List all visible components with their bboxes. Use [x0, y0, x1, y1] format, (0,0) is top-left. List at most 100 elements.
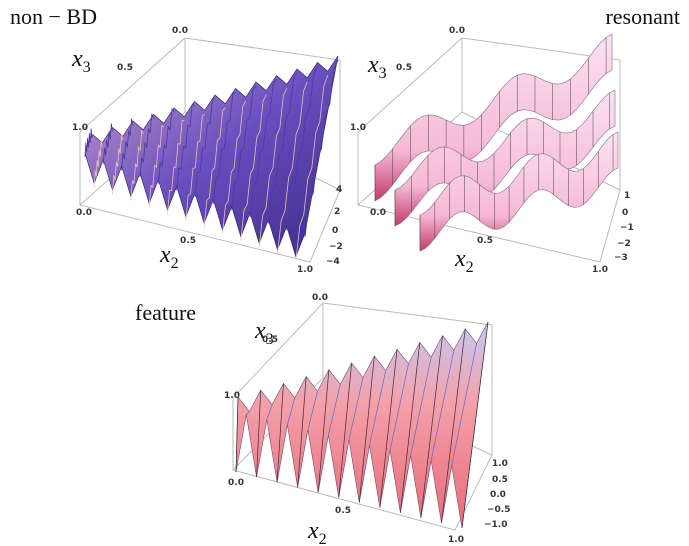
- x3-label-base: x: [367, 52, 379, 78]
- surface-fold: [379, 349, 398, 508]
- x3-label: x3: [367, 52, 387, 82]
- surface-fold: [410, 356, 432, 456]
- surface-ridge: [277, 81, 308, 255]
- surface-ridge: [185, 113, 205, 221]
- surface-fold: [420, 335, 443, 518]
- z-tick-label: 0: [332, 226, 338, 236]
- z-tick-label: 0.5: [492, 475, 508, 485]
- x2-tick-label: 0.0: [370, 208, 386, 218]
- surface-fold: [389, 363, 409, 451]
- x2-label-base: x: [454, 246, 466, 272]
- x3-tick-label: 0.0: [312, 293, 328, 303]
- z-tick-label: −4: [326, 257, 340, 267]
- surface-ridge: [304, 59, 339, 238]
- surface-ridge: [84, 128, 93, 158]
- surface-fold: [400, 342, 421, 513]
- z-tick-label: −3: [614, 253, 628, 263]
- x3-label: x3: [71, 46, 91, 76]
- surface-fold: [441, 328, 466, 523]
- z-tick-label: −1.0: [484, 520, 507, 530]
- z-tick-label: 0: [622, 208, 628, 218]
- x3-tick-label: 1.0: [72, 123, 88, 133]
- surface: [419, 131, 619, 252]
- surface-fold: [338, 362, 352, 498]
- surface: [235, 321, 489, 529]
- surfaces: [84, 33, 619, 529]
- x2-tick-label: 0.5: [180, 236, 196, 246]
- surface-ridge: [93, 139, 103, 188]
- x2-label: x2: [159, 242, 179, 272]
- surface-fold: [256, 390, 262, 478]
- x3-label-sub: 3: [379, 65, 387, 82]
- z-tick-label: 4: [336, 185, 342, 195]
- surface-ridge: [139, 113, 154, 178]
- z-tick-label: −2: [329, 242, 343, 252]
- z-tick-label: −0.5: [487, 505, 510, 515]
- x3-tick-label: 0.5: [262, 335, 278, 345]
- box-frame: [79, 37, 621, 531]
- surface-fold: [246, 411, 250, 415]
- x3-tick-label: 0.5: [396, 63, 412, 73]
- x2-label-sub: 2: [319, 531, 327, 546]
- surface-ridge: [148, 124, 165, 208]
- surface-fold: [358, 356, 375, 503]
- x3-label-sub: 3: [266, 331, 274, 348]
- surface-ridge: [222, 101, 247, 235]
- x3-label-base: x: [71, 46, 83, 72]
- z-tick-label: 2: [334, 207, 340, 217]
- x2-tick-label: 0.5: [477, 236, 493, 246]
- surface-ridge: [121, 118, 134, 171]
- surface-ridge: [249, 79, 277, 218]
- z-tick-label: −2: [617, 239, 631, 249]
- x2-tick-label: 0.0: [228, 478, 244, 488]
- panel-title: resonant: [605, 4, 680, 29]
- x2-tick-label: 1.0: [297, 265, 313, 275]
- x2-label-base: x: [159, 242, 171, 268]
- x2-label: x2: [307, 518, 327, 546]
- x3-label-sub: 3: [83, 59, 91, 76]
- surface-fold: [276, 383, 284, 483]
- surface-ridge: [295, 75, 329, 261]
- x2-label-base: x: [307, 518, 319, 544]
- surface-fold: [266, 404, 273, 420]
- x2-tick-label: 0.0: [76, 208, 92, 218]
- surface-fold: [297, 376, 307, 488]
- surface-fold: [369, 370, 387, 446]
- surface-fold: [307, 391, 318, 430]
- surface-fold: [461, 321, 489, 529]
- x2-label: x2: [454, 246, 474, 276]
- panel-title: non − BD: [10, 4, 97, 29]
- surface-ridge: [286, 66, 318, 231]
- surface-ridge: [112, 134, 124, 195]
- x3-tick-label: 0.0: [172, 26, 188, 36]
- surface-ridge: [203, 107, 226, 228]
- surface: [84, 55, 339, 258]
- z-tick-label: 1: [624, 191, 630, 201]
- surface-fold: [348, 377, 364, 441]
- surface-fold: [235, 396, 239, 473]
- x2-label-sub: 2: [171, 255, 179, 272]
- surface-fold: [430, 350, 455, 461]
- z-tick-label: 0.0: [490, 490, 506, 500]
- z-tick-label: 1.0: [492, 459, 508, 469]
- surface-fold: [317, 369, 330, 493]
- surface-ridge: [258, 88, 288, 248]
- panel-title: feature: [135, 300, 196, 325]
- x3-label: x3: [254, 318, 274, 348]
- x2-tick-label: 0.5: [335, 506, 351, 516]
- surface-ridge: [240, 94, 267, 241]
- x3-label-base: x: [254, 318, 266, 344]
- x3-tick-label: 1.0: [224, 391, 240, 401]
- surface-ridge: [167, 119, 185, 215]
- x2-tick-label: 1.0: [448, 535, 464, 545]
- surface-ridge: [194, 98, 216, 198]
- z-tick-label: −1: [620, 223, 634, 233]
- labels: non − BDx3x20.00.51.00.00.51.0420−2−4res…: [10, 4, 680, 546]
- surface-ridge: [176, 103, 195, 191]
- surface-ridge: [157, 107, 175, 184]
- surface-fold: [451, 343, 477, 466]
- x3-tick-label: 1.0: [350, 123, 366, 133]
- surface-ridge: [212, 92, 236, 204]
- surface-fold: [328, 384, 341, 435]
